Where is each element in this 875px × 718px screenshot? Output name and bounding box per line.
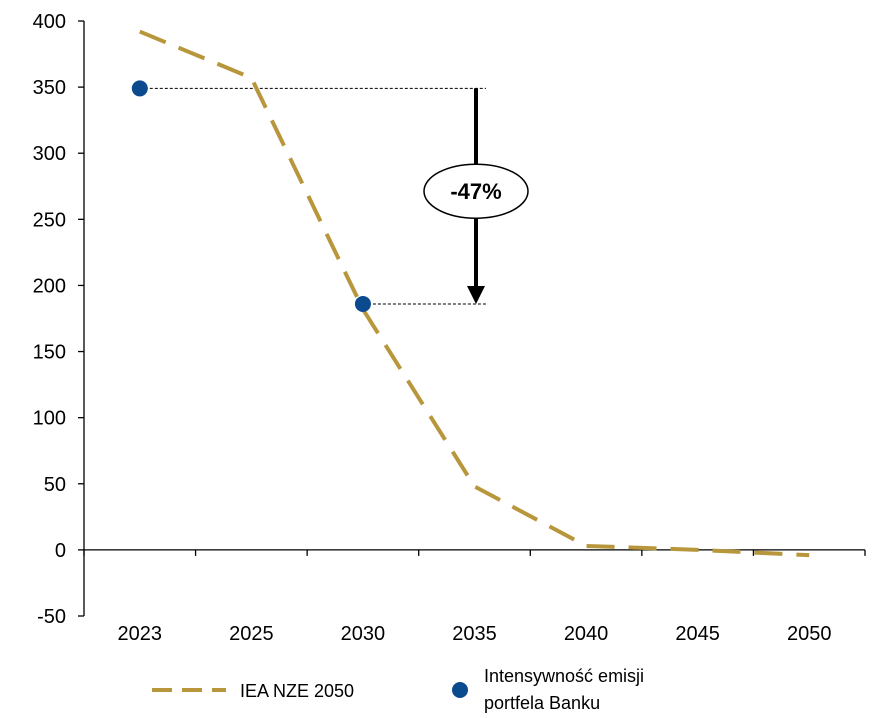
y-tick-label: 350 [33, 77, 66, 99]
legend-marker-label-line1: Intensywność emisji [484, 666, 644, 686]
x-tick-label: 2023 [118, 623, 163, 645]
x-tick-label: 2040 [564, 623, 609, 645]
legend: IEA NZE 2050 Intensywność emisji portfel… [152, 666, 644, 713]
y-tick-label: 100 [33, 408, 66, 430]
legend-marker-label-line2: portfela Banku [484, 693, 600, 713]
reduction-annotation: -47% [423, 88, 529, 304]
y-tick-label: 300 [33, 143, 66, 165]
series-line-iea-nze-2050 [139, 29, 810, 558]
x-tick-label: 2050 [787, 623, 832, 645]
x-tick-label: 2030 [341, 623, 386, 645]
legend-line-label: IEA NZE 2050 [240, 681, 354, 701]
series [131, 29, 810, 558]
y-tick-label: 200 [33, 275, 66, 297]
axes: -50 0 50 100 150 200 250 300 350 400 2023 2025 2030 2… [33, 11, 866, 645]
y-tick-label: 150 [33, 342, 66, 364]
reduction-percent-label: -47% [450, 179, 501, 204]
data-point-bank-portfolio [354, 295, 371, 312]
legend-marker-swatch [452, 682, 468, 698]
reduction-label-bubble [423, 163, 529, 219]
reduction-arrow-head [467, 285, 485, 304]
y-tick-label: 400 [33, 11, 66, 33]
data-point-bank-portfolio [131, 80, 148, 97]
x-tick-label: 2035 [452, 623, 497, 645]
reference-lines [139, 87, 486, 305]
y-tick-label: 250 [33, 209, 66, 231]
y-tick-label: 0 [55, 540, 66, 562]
y-tick-label: -50 [37, 606, 66, 628]
x-tick-label: 2045 [675, 623, 720, 645]
y-tick-label: 50 [44, 474, 66, 496]
x-tick-label: 2025 [229, 623, 274, 645]
